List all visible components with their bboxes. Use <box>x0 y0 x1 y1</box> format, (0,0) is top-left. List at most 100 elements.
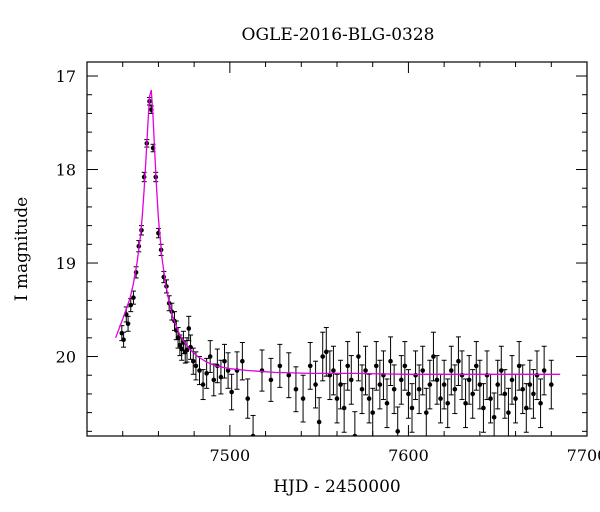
data-point <box>456 358 461 364</box>
data-point <box>377 382 383 387</box>
data-point <box>538 400 543 406</box>
data-point <box>402 363 408 369</box>
data-point <box>495 382 501 387</box>
data-point <box>513 396 518 401</box>
data-point <box>323 349 329 355</box>
data-point <box>427 382 433 387</box>
data-point <box>448 368 454 373</box>
data-point <box>184 347 190 353</box>
data-point <box>466 377 472 383</box>
data-point <box>370 410 376 415</box>
data-point <box>416 386 422 392</box>
y-tick-label: 20 <box>56 348 76 367</box>
data-point <box>121 337 126 342</box>
data-point <box>218 374 224 380</box>
data-point <box>313 382 318 387</box>
data-point <box>131 295 136 300</box>
y-axis-label: I magnitude <box>12 197 32 301</box>
data-point <box>520 386 526 392</box>
data-point <box>409 405 415 411</box>
data-point <box>268 377 274 383</box>
model-curve <box>114 89 561 375</box>
data-point <box>356 354 361 359</box>
data-point <box>286 372 292 378</box>
data-point <box>186 326 192 331</box>
data-point <box>452 386 458 392</box>
data-point <box>384 400 390 406</box>
data-point <box>373 363 379 369</box>
data-point <box>516 363 522 369</box>
data-point <box>327 372 333 378</box>
data-point <box>225 368 231 373</box>
chart-title: OGLE-2016-BLG-0328 <box>242 25 435 45</box>
data-point <box>509 377 515 383</box>
x-axis-label: HJD - 2450000 <box>273 477 401 497</box>
data-point <box>193 363 199 369</box>
y-tick-label: 19 <box>56 254 76 273</box>
data-point <box>459 372 465 378</box>
data-point <box>190 358 196 364</box>
data-point <box>438 396 443 401</box>
data-point <box>245 396 251 401</box>
data-point <box>523 405 529 411</box>
data-point <box>488 396 493 401</box>
data-point <box>334 396 340 401</box>
data-point <box>222 358 227 364</box>
data-point <box>441 382 447 387</box>
data-point <box>398 377 404 383</box>
data-point <box>179 346 184 352</box>
data-point <box>470 391 476 397</box>
data-point <box>307 363 313 369</box>
data-point <box>177 343 183 348</box>
data-point <box>320 354 326 359</box>
x-tick-label: 7600 <box>388 446 429 465</box>
data-point <box>463 400 468 406</box>
data-point <box>341 405 347 411</box>
data-point <box>240 358 245 364</box>
data-point <box>420 368 426 373</box>
data-point <box>229 389 234 395</box>
data-point <box>363 368 368 373</box>
data-point <box>175 335 181 341</box>
data-point <box>406 391 411 397</box>
data-point <box>331 368 336 373</box>
x-tick-label: 7500 <box>209 446 250 465</box>
data-point <box>423 410 429 415</box>
data-point <box>481 405 486 411</box>
data-point <box>506 410 511 415</box>
data-point <box>388 358 393 364</box>
data-point <box>502 391 508 397</box>
data-point <box>293 386 299 392</box>
data-point <box>445 400 451 406</box>
data-point <box>338 382 343 387</box>
data-point <box>125 321 131 327</box>
data-point <box>207 354 213 359</box>
data-point <box>527 382 533 387</box>
data-point <box>359 386 365 392</box>
data-point <box>345 363 351 369</box>
data-point <box>366 396 372 401</box>
data-point <box>200 382 206 387</box>
tick-labels: 7500 7600 7700 17 18 19 20 <box>56 67 600 465</box>
data-point <box>548 382 554 387</box>
data-point <box>498 368 504 373</box>
data-point <box>391 386 397 392</box>
axis-ticks <box>86 62 588 436</box>
data-point <box>395 429 401 434</box>
data-point <box>197 368 202 373</box>
data-point <box>534 372 540 378</box>
x-tick-label: 7700 <box>567 446 600 465</box>
data-point <box>348 377 354 383</box>
y-tick-label: 17 <box>56 67 76 86</box>
data-point <box>541 368 547 373</box>
data-point <box>531 391 536 397</box>
y-tick-label: 18 <box>56 161 76 180</box>
data-point <box>277 363 283 369</box>
data-point <box>300 396 306 401</box>
data-point <box>211 377 217 383</box>
data-point <box>431 354 436 359</box>
data-point <box>119 330 125 336</box>
data-point <box>316 419 322 425</box>
error-bars <box>119 97 554 436</box>
